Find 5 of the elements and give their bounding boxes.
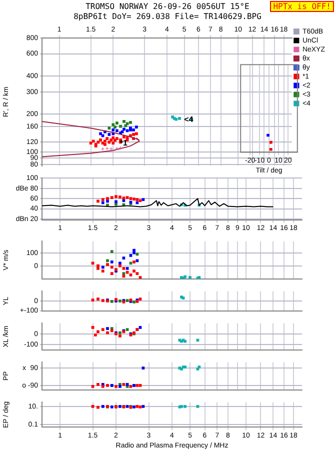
annotation: *1 <box>120 138 128 148</box>
chart-subtitle: 8pBP6It DoY= 269.038 File= TR140629.BPG <box>72 12 262 21</box>
text: HPTx is OFF! <box>270 1 334 12</box>
annotation: <4 <box>184 115 194 124</box>
chart-title: TROMSO NORWAY 26-09-26 0056UT 15°E <box>86 2 250 11</box>
